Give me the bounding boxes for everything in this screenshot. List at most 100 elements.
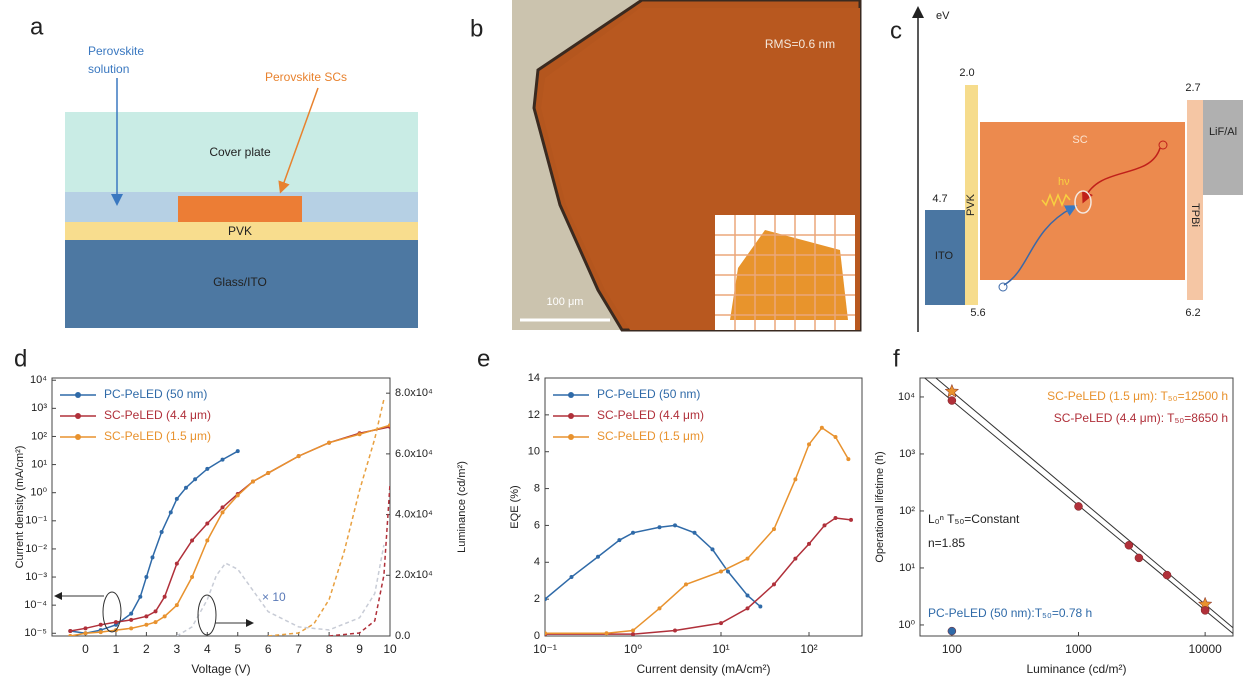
data-point	[605, 631, 609, 635]
energy-level: 2.7	[1185, 82, 1200, 94]
data-point	[543, 631, 547, 635]
y-tick-label: 0	[534, 630, 540, 642]
data-point	[823, 523, 827, 527]
legend-label: SC-PeLED (4.4 μm): T₅₀=8650 h	[1054, 411, 1228, 425]
y-tick-label: 10⁴	[898, 391, 915, 403]
y-tick-label: 2	[534, 593, 540, 605]
y2-tick-label: 2.0x10⁴	[395, 569, 433, 581]
data-point	[83, 626, 87, 630]
data-point	[327, 441, 331, 445]
data-point	[144, 575, 148, 579]
legend-marker	[75, 413, 81, 419]
data-point	[772, 527, 776, 531]
layer-label: PVK	[965, 193, 977, 216]
x-axis-label: Voltage (V)	[191, 662, 250, 676]
series-line	[545, 525, 760, 606]
data-point	[673, 628, 677, 632]
data-point	[793, 557, 797, 561]
data-point	[719, 621, 723, 625]
x-tick-label: 5	[234, 642, 241, 656]
data-point	[569, 575, 573, 579]
y2-tick-label: 4.0x10⁴	[395, 508, 433, 520]
y-tick-label: 4	[534, 556, 540, 568]
legend-label: PC-PeLED (50 nm)	[104, 387, 207, 401]
data-point	[617, 538, 621, 542]
data-point	[388, 423, 392, 427]
data-point	[1125, 541, 1133, 549]
data-point	[99, 630, 103, 634]
panel-label: a	[30, 13, 44, 40]
y-tick-label: 6	[534, 519, 540, 531]
legend-marker	[568, 413, 574, 419]
y-tick-label: 14	[528, 372, 540, 384]
y-tick-label: 8	[534, 482, 540, 494]
data-point	[746, 593, 750, 597]
data-point	[1201, 606, 1209, 614]
data-point	[793, 477, 797, 481]
data-point	[631, 531, 635, 535]
y-tick-label: 10³	[899, 448, 915, 460]
data-point	[68, 629, 72, 633]
x-tick-label: 2	[143, 642, 150, 656]
data-point	[190, 538, 194, 542]
data-point	[114, 620, 118, 624]
data-point	[205, 522, 209, 526]
data-point	[1075, 502, 1083, 510]
figure: a Cover plate PVK Glass/ITO Perovskite s…	[0, 0, 1244, 686]
solution-label: Perovskite	[88, 44, 144, 58]
tpbi-level	[1187, 100, 1203, 300]
legend-label: SC-PeLED (4.4 μm)	[104, 408, 211, 422]
y-tick-label: 10⁰	[30, 487, 47, 499]
y-tick-label: 12	[528, 409, 540, 421]
x-tick-label: 4	[204, 642, 211, 656]
inset	[715, 215, 855, 330]
x-tick-label: 1	[113, 642, 120, 656]
y-tick-label: 10⁻⁴	[24, 599, 47, 611]
y2-tick-label: 0.0	[395, 630, 410, 642]
x-tick-label: 10⁻¹	[533, 642, 557, 656]
y-tick-label: 10⁴	[30, 374, 47, 386]
chart: e10⁻¹10⁰10¹10²02468101214Current density…	[477, 345, 862, 676]
data-point	[154, 620, 158, 624]
data-point	[251, 480, 255, 484]
data-point	[834, 516, 838, 520]
sc-label: Perovskite SCs	[265, 70, 347, 84]
layer-label: PVK	[228, 224, 252, 238]
panel-a: a Cover plate PVK Glass/ITO Perovskite s…	[30, 13, 418, 328]
layer-label: LiF/Al	[1209, 126, 1237, 138]
data-point	[948, 627, 956, 635]
legend-marker	[75, 392, 81, 398]
data-point	[160, 530, 164, 534]
data-point	[236, 449, 240, 453]
y-tick-label: 10⁻²	[25, 543, 47, 555]
data-point	[205, 538, 209, 542]
data-point	[846, 457, 850, 461]
legend-label: SC-PeLED (4.4 μm)	[597, 408, 704, 422]
legend-marker	[568, 392, 574, 398]
energy-level: 6.2	[1185, 307, 1200, 319]
legend-marker	[75, 434, 81, 440]
data-point	[1135, 554, 1143, 562]
data-point	[693, 531, 697, 535]
data-point	[543, 597, 547, 601]
data-point	[596, 555, 600, 559]
y2-tick-label: 8.0x10⁴	[395, 387, 433, 399]
data-point	[169, 510, 173, 514]
layer-label: Cover plate	[209, 145, 271, 159]
data-point	[150, 555, 154, 559]
plot-area	[543, 426, 853, 636]
y-tick-label: 10¹	[899, 562, 915, 574]
data-point	[154, 609, 158, 613]
legend-label: PC-PeLED (50 nm)	[597, 387, 700, 401]
guide-circle	[198, 595, 216, 635]
energy-level: 2.0	[959, 67, 974, 79]
data-point	[849, 518, 853, 522]
data-point	[772, 582, 776, 586]
y-tick-label: 10²	[899, 505, 915, 517]
data-point	[820, 426, 824, 430]
x-tick-label: 10	[383, 642, 397, 656]
layer-label: TPBi	[1189, 203, 1201, 227]
hole	[999, 283, 1007, 291]
x-tick-label: 7	[295, 642, 302, 656]
data-point	[657, 525, 661, 529]
